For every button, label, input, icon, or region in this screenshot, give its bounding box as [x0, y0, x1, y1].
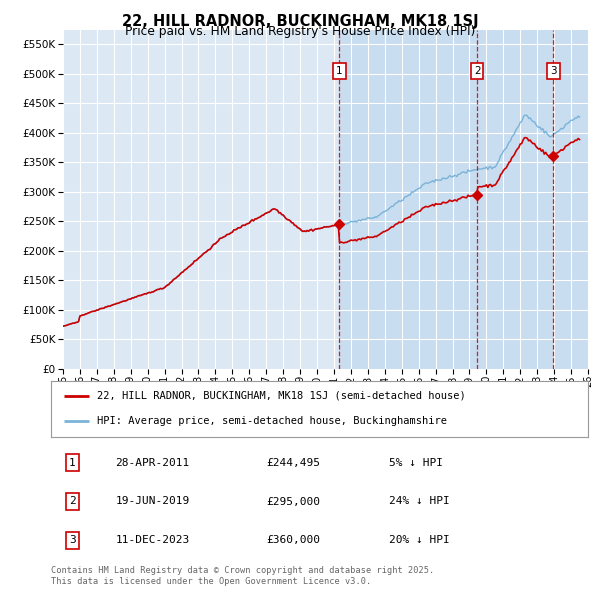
Text: £295,000: £295,000	[266, 497, 320, 506]
Text: 20% ↓ HPI: 20% ↓ HPI	[389, 536, 450, 545]
Text: 19-JUN-2019: 19-JUN-2019	[115, 497, 190, 506]
Text: 2: 2	[69, 497, 76, 506]
Text: HPI: Average price, semi-detached house, Buckinghamshire: HPI: Average price, semi-detached house,…	[97, 417, 446, 427]
Text: 22, HILL RADNOR, BUCKINGHAM, MK18 1SJ (semi-detached house): 22, HILL RADNOR, BUCKINGHAM, MK18 1SJ (s…	[97, 391, 466, 401]
Text: 11-DEC-2023: 11-DEC-2023	[115, 536, 190, 545]
Text: 22, HILL RADNOR, BUCKINGHAM, MK18 1SJ: 22, HILL RADNOR, BUCKINGHAM, MK18 1SJ	[122, 14, 478, 29]
Text: 1: 1	[336, 66, 343, 76]
Bar	[340, 30, 588, 369]
Text: 5% ↓ HPI: 5% ↓ HPI	[389, 458, 443, 467]
Text: £244,495: £244,495	[266, 458, 320, 467]
Text: Contains HM Land Registry data © Crown copyright and database right 2025.
This d: Contains HM Land Registry data © Crown c…	[51, 566, 434, 586]
Text: £360,000: £360,000	[266, 536, 320, 545]
Text: 24% ↓ HPI: 24% ↓ HPI	[389, 497, 450, 506]
Text: 3: 3	[69, 536, 76, 545]
Text: 28-APR-2011: 28-APR-2011	[115, 458, 190, 467]
Text: 1: 1	[69, 458, 76, 467]
Text: 3: 3	[550, 66, 557, 76]
Text: Price paid vs. HM Land Registry's House Price Index (HPI): Price paid vs. HM Land Registry's House …	[125, 25, 475, 38]
Text: 2: 2	[474, 66, 481, 76]
